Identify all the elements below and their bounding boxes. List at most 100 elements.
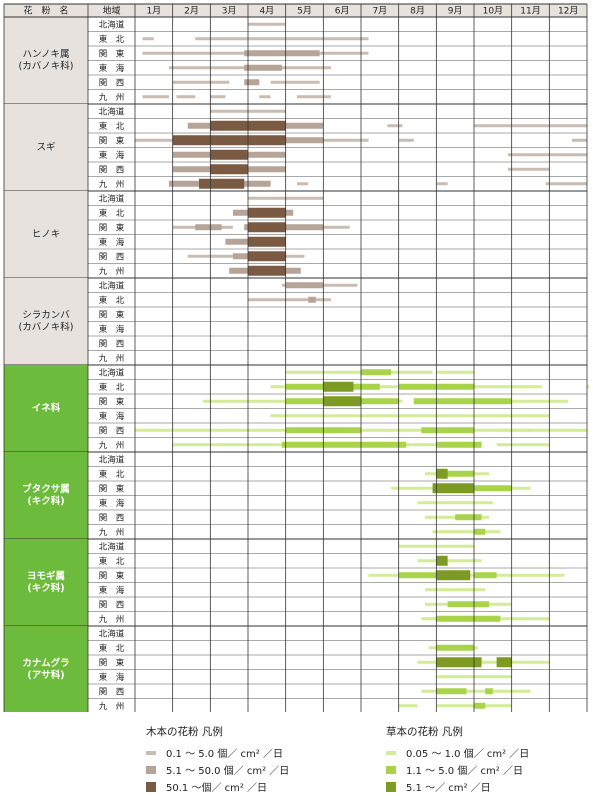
pollen-bar — [244, 50, 320, 57]
header-pollen-name: 花 粉 名 — [23, 5, 68, 17]
region-label: 東 北 — [99, 34, 125, 45]
pollen-bar — [308, 296, 316, 303]
region-label: 東 北 — [99, 556, 125, 567]
pollen-name-label: ハンノキ属 — [22, 49, 69, 60]
pollen-bar — [285, 370, 433, 374]
region-label: 九 州 — [99, 267, 125, 277]
pollen-bar — [244, 64, 282, 71]
region-label: 関 西 — [99, 687, 125, 697]
pollen-bar — [172, 80, 230, 84]
month-label: 1月 — [146, 6, 161, 17]
pollen-bar — [507, 153, 587, 157]
month-label: 12月 — [558, 6, 578, 17]
pollen-group-cell — [4, 104, 88, 191]
pollen-bar — [496, 428, 531, 432]
pollen-bar — [417, 660, 550, 664]
pollen-name-label: スギ — [36, 142, 55, 153]
pollen-bar — [436, 644, 474, 651]
region-label: 北海道 — [99, 280, 125, 291]
pollen-bar — [210, 164, 248, 175]
pollen-bar — [172, 135, 286, 146]
pollen-bar — [248, 22, 286, 26]
pollen-bar — [436, 468, 448, 479]
pollen-group-cell — [4, 191, 88, 278]
pollen-bar — [436, 182, 448, 186]
pollen-bar — [421, 689, 531, 693]
pollen-bar — [571, 138, 587, 142]
tree-dark-swatch — [146, 781, 156, 792]
pollen-bar — [270, 414, 550, 418]
region-label: 関 東 — [99, 48, 125, 59]
pollen-bar — [530, 443, 550, 447]
herb-legend-label: 0.05 ～ 1.0 個／ cm² ／日 — [406, 749, 530, 760]
month-label: 8月 — [410, 6, 425, 17]
region-label: 関 西 — [99, 78, 125, 88]
header-row-bg — [4, 4, 587, 17]
pollen-bar — [436, 615, 501, 622]
herb-light-swatch — [386, 750, 396, 755]
herb-legend-label: 1.1 ～ 5.0 個／ cm² ／日 — [406, 766, 523, 777]
pollen-bar — [474, 572, 497, 579]
pollen-group-cell — [4, 539, 88, 626]
region-label: 関 東 — [99, 309, 125, 320]
herb-mid-swatch — [386, 765, 396, 774]
pollen-bar — [436, 555, 448, 566]
month-label: 5月 — [297, 6, 312, 17]
pollen-bar — [443, 470, 474, 477]
region-label: 関 西 — [99, 339, 125, 349]
pollen-bar — [248, 265, 286, 276]
pollen-bar — [142, 95, 169, 99]
region-label: 北海道 — [99, 19, 125, 30]
tree-legend-label: 50.1 ～個／ cm² ／日 — [166, 783, 268, 794]
pollen-bar — [511, 385, 542, 389]
region-label: 関 西 — [99, 600, 125, 610]
pollen-bar — [436, 688, 467, 695]
month-label: 6月 — [335, 6, 350, 17]
region-label: 関 西 — [99, 426, 125, 436]
region-label: 東 北 — [99, 382, 125, 393]
region-label: 関 東 — [99, 483, 125, 494]
region-label: 関 東 — [99, 396, 125, 407]
pollen-bar — [436, 370, 474, 374]
pollen-bar — [496, 443, 531, 447]
tree-legend-title: 木本の花粉 凡例 — [146, 726, 223, 738]
tree-legend-label: 0.1 ～ 5.0 個／ cm² ／日 — [166, 749, 283, 760]
month-label: 4月 — [259, 6, 274, 17]
pollen-bar — [417, 501, 493, 505]
pollen-group-cell — [4, 278, 88, 365]
region-label: 関 東 — [99, 657, 125, 668]
region-label: 関 東 — [99, 222, 125, 233]
pollen-bar — [436, 657, 482, 668]
pollen-name-label: カナムグラ — [22, 657, 69, 669]
region-label: 関 東 — [99, 570, 125, 581]
pollen-name-label: (キク科) — [27, 495, 64, 507]
region-label: 東 北 — [99, 469, 125, 480]
tree-legend: 木本の花粉 凡例 0.1 ～ 5.0 個／ cm² ／日 5.1 ～ 50.0 … — [146, 724, 289, 795]
herb-legend-title: 草本の花粉 凡例 — [386, 726, 463, 738]
month-label: 3月 — [222, 6, 237, 17]
herb-legend-item-dark: 5.1 ～／ cm² ／日 — [386, 778, 529, 795]
region-label: 関 西 — [99, 252, 125, 262]
pollen-name-label: ブタクサ属 — [22, 483, 70, 495]
pollen-bar — [421, 427, 474, 434]
herb-legend-label: 5.1 ～／ cm² ／日 — [406, 783, 491, 794]
pollen-bar — [398, 572, 437, 579]
region-label: 北海道 — [99, 541, 125, 552]
pollen-bar — [259, 95, 271, 99]
pollen-bar — [436, 570, 471, 581]
tree-mid-swatch — [146, 765, 156, 774]
region-label: 東 海 — [99, 672, 125, 683]
month-label: 2月 — [184, 6, 199, 17]
pollen-bar — [142, 37, 154, 41]
region-label: 関 東 — [99, 135, 125, 146]
region-label: 九 州 — [99, 528, 125, 538]
herb-legend-item-light: 0.05 ～ 1.0 個／ cm² ／日 — [386, 744, 529, 761]
pollen-bar — [387, 124, 403, 128]
region-label: 北海道 — [99, 454, 125, 465]
pollen-bar — [474, 124, 587, 128]
pollen-bar — [199, 178, 245, 189]
pollen-bar — [176, 95, 196, 99]
region-label: 東 海 — [99, 324, 125, 335]
pollen-group-cell — [4, 17, 88, 104]
pollen-group-cell — [4, 452, 88, 539]
